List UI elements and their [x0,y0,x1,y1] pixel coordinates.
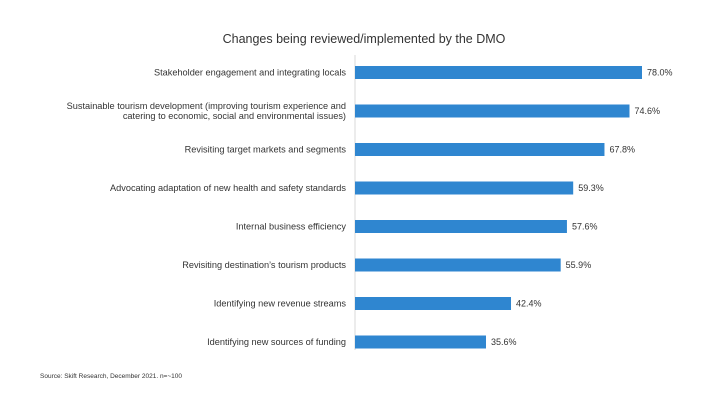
value-label-1: 74.6% [634,106,660,116]
category-label-2: Revisiting target markets and segments [185,145,347,155]
category-label-line: Advocating adaptation of new health and … [110,183,346,193]
category-label-line: Stakeholder engagement and integrating l… [154,68,346,78]
value-label-3: 59.3% [578,183,604,193]
bar-5 [355,258,561,272]
category-label-6: Identifying new revenue streams [214,299,347,309]
value-label-6: 42.4% [516,299,542,309]
category-label-3: Advocating adaptation of new health and … [110,183,346,193]
category-label-line: catering to economic, social and environ… [123,111,346,121]
category-label-4: Internal business efficiency [236,222,347,232]
category-label-0: Stakeholder engagement and integrating l… [154,68,346,78]
category-label-1: Sustainable tourism development (improvi… [67,101,346,121]
category-label-line: Internal business efficiency [236,222,347,232]
value-label-7: 35.6% [491,337,517,347]
bar-0 [355,66,642,79]
category-label-line: Sustainable tourism development (improvi… [67,101,346,111]
bar-7 [355,335,486,349]
value-label-4: 57.6% [572,222,598,232]
category-label-line: Identifying new revenue streams [214,299,347,309]
chart-title: Changes being reviewed/implemented by th… [223,32,506,46]
bar-1 [355,104,630,118]
bar-6 [355,297,512,310]
category-label-line: Revisiting destination’s tourism product… [182,260,346,270]
bar-2 [355,143,605,156]
category-label-line: Identifying new sources of funding [207,337,346,347]
category-label-5: Revisiting destination’s tourism product… [182,260,346,270]
category-label-line: Revisiting target markets and segments [185,145,347,155]
category-labels-group: Stakeholder engagement and integrating l… [67,68,347,348]
bar-3 [355,181,574,195]
value-label-2: 67.8% [609,145,635,155]
value-labels-group: 78.0% 74.6% 67.8% 59.3% 57.6% 55.9% 42.4% 35.6% [491,68,673,348]
category-label-7: Identifying new sources of funding [207,337,346,347]
bars-group [355,66,642,349]
source-note: Source: Skift Research, December 2021. n… [40,373,182,380]
bar-4 [355,220,567,233]
value-label-5: 55.9% [566,260,592,270]
value-label-0: 78.0% [647,68,673,78]
